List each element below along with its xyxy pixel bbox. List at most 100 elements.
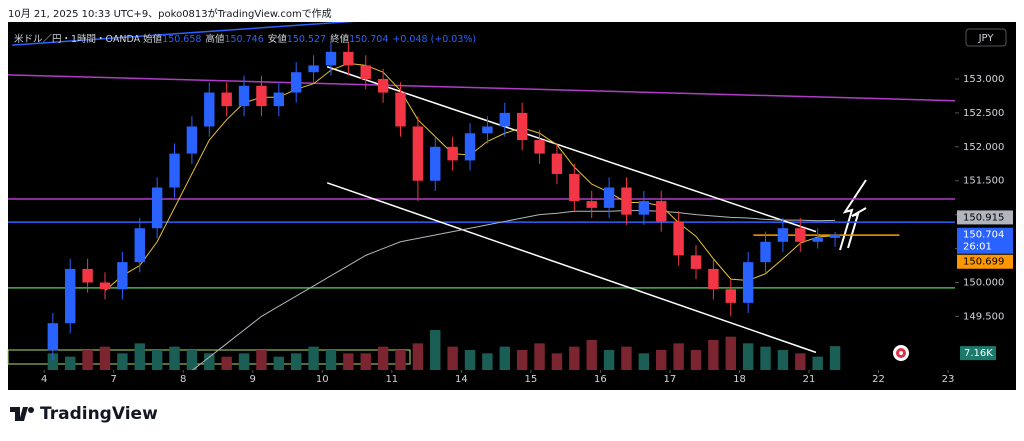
candle-body [412,126,424,181]
logo [10,407,34,421]
volume-bar [551,353,563,370]
drawing-line [326,182,817,354]
candle-body [151,187,163,229]
volume-bar [290,353,302,370]
volume-bar [238,353,250,370]
brand: TradingView [10,404,158,424]
volume-bar [169,346,180,370]
candle-body [569,173,580,202]
volume-bar [412,343,424,370]
candle-body [673,221,684,256]
candle-body [534,140,545,154]
candle-body [464,133,476,161]
x-tick-label: 9 [250,374,256,385]
candle-body [290,72,302,93]
x-tick-label: 8 [180,374,186,385]
legend: 米ドル／円・1時間・OANDA 始値150.658 高値150.746 安値150.… [14,31,480,45]
candle-body [82,268,93,283]
candle-body [325,51,337,66]
volume-bar [343,353,354,370]
volume-bar [621,346,632,370]
candle-body [430,146,441,181]
candle-body [621,187,632,215]
price-label: 150.915 [963,212,1004,223]
volume-bar [273,356,285,370]
volume-bar [516,350,528,370]
x-tick-label: 4 [41,374,47,385]
candle-body [829,234,841,238]
volume-bar [534,343,545,370]
candle-body [238,85,250,107]
legend-value: 150.704 [349,34,389,45]
volume-bar [395,350,406,370]
volume-label-bg [960,346,996,361]
volume-bar [482,353,493,370]
candle-body [603,187,615,208]
countdown: 26:01 [963,242,992,253]
candle-body [482,126,493,134]
x-tick-label: 15 [524,374,537,385]
x-tick-label: 7 [110,374,116,385]
currency: JPY [978,33,995,44]
moving-average [191,210,836,370]
candle-body [447,146,458,161]
candle-body [65,268,76,324]
y-tick-label: 150.000 [963,277,1004,288]
volume-bar [742,343,754,370]
zigzag-arrow [847,207,867,249]
volume-bar [777,350,789,370]
volume-bar [204,353,215,370]
price-label-bg [957,227,1013,254]
y-tick-label: 151.500 [963,176,1004,187]
volume-bar [447,346,458,370]
volume-bar [221,356,232,370]
candle-body [256,85,267,107]
currency-box [965,28,1007,47]
volume-bar [117,353,128,370]
candle-body [134,228,145,263]
candle-body [760,241,771,263]
drawing-line [326,66,817,233]
volume-bar [65,356,76,370]
volume-bar [430,330,441,370]
volume-bar [656,350,667,370]
drawing-line [8,74,955,102]
x-tick-label: 11 [385,374,398,385]
volume-bar [725,336,736,370]
volume-bar [795,353,806,370]
candle-body [777,228,789,242]
candle-body [708,268,719,290]
volume-bar [256,350,267,370]
symbol: 米ドル／円・1時間・OANDA [14,34,141,45]
volume-bar [82,350,93,370]
volume-bar [499,346,511,370]
candle-body [586,201,597,208]
zigzag-arrow [839,179,867,251]
y-tick-label: 149.500 [963,311,1004,322]
volume-bar [377,346,389,370]
candle-body [47,323,59,351]
drawing-line [12,22,356,46]
candle-body [742,262,754,303]
candle-body [551,153,563,174]
volume-bar [325,350,337,370]
volume-bar [308,346,319,370]
x-tick-label: 18 [733,374,746,385]
legend-label: 高値 [205,34,225,45]
price-label-bg [957,210,1013,225]
volume-bar [464,350,476,370]
legend-value: 150.746 [224,34,264,45]
candle-body [499,112,511,127]
candle-body [725,289,736,303]
volume-bar [638,353,650,370]
legend-change: +0.048 (+0.03%) [392,34,477,45]
x-tick-label: 10 [316,374,329,385]
candle-body [638,201,650,215]
candle-body [656,201,667,222]
candle-body [812,237,823,242]
volume-bar [151,350,163,370]
candle-body [204,92,215,127]
volume-bar [99,346,111,370]
volume-bar [586,340,597,370]
candle-body [186,126,198,154]
